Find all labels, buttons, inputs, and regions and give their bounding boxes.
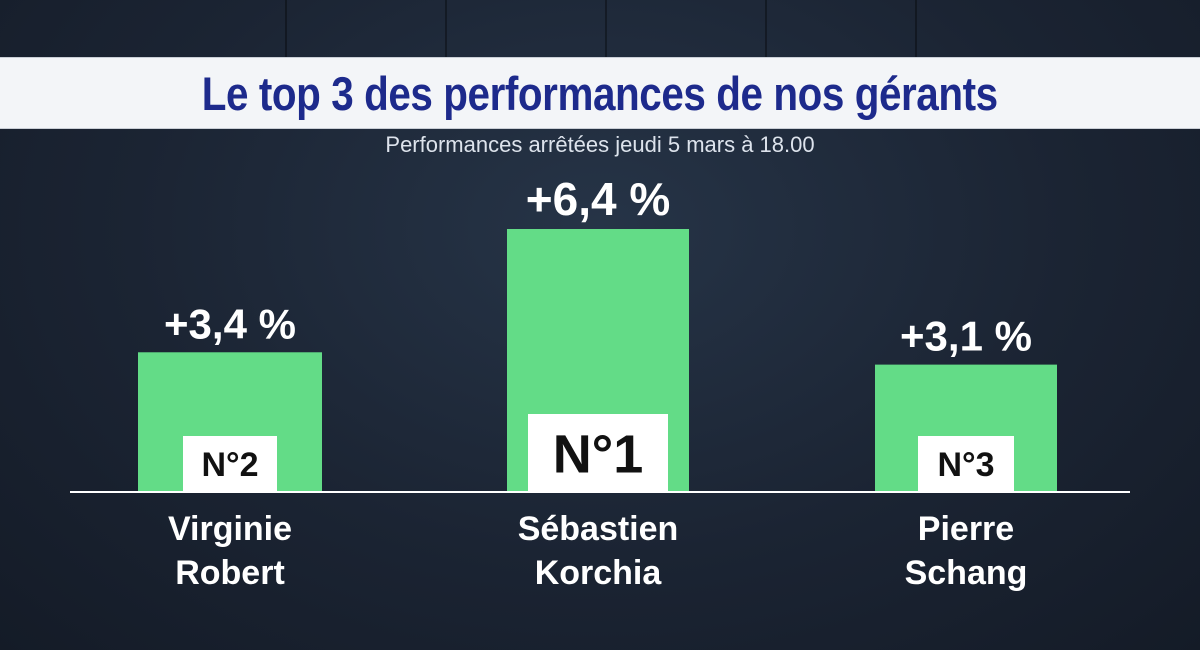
rank-label-n3: N°3: [937, 446, 994, 484]
chart-title: Le top 3 des performances de nos gérants: [202, 66, 998, 120]
rank-label-n1: N°1: [553, 424, 644, 484]
rank-badge-n3: [918, 436, 1014, 492]
name-last-n3: Schang: [905, 554, 1028, 592]
chart-subtitle: Performances arrêtées jeudi 5 mars à 18.…: [385, 132, 815, 157]
value-label-n1: +6,4 %: [526, 173, 671, 225]
name-first-n2: Virginie: [168, 510, 292, 548]
title-band: Le top 3 des performances de nos gérants: [0, 57, 1200, 129]
rank-badge-n1: [528, 414, 668, 492]
value-label-n2: +3,4 %: [164, 300, 296, 347]
value-label-n3: +3,1 %: [900, 313, 1032, 360]
rank-label-n2: N°2: [201, 446, 258, 484]
name-first-n1: Sébastien: [518, 510, 679, 548]
name-last-n2: Robert: [175, 554, 285, 592]
name-last-n1: Korchia: [535, 554, 663, 592]
rank-badge-n2: [183, 436, 277, 492]
name-first-n3: Pierre: [918, 510, 1014, 548]
